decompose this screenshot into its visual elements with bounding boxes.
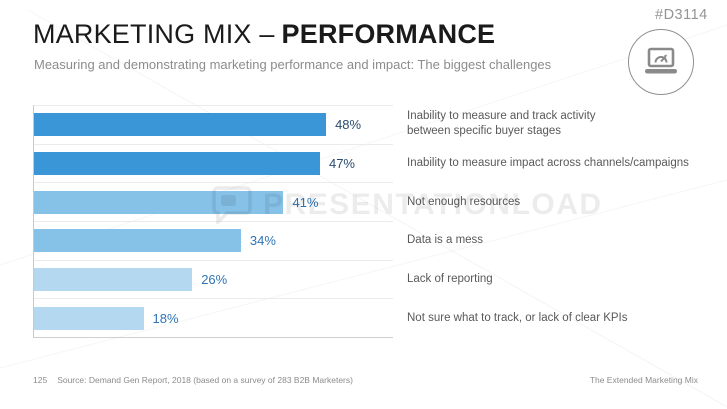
page-title-bold: PERFORMANCE [281,19,496,49]
bar-value-label: 26% [201,272,228,288]
footer-left: 125 Source: Demand Gen Report, 2018 (bas… [33,375,353,385]
page-subtitle: Measuring and demonstrating marketing pe… [34,57,552,72]
bar [34,229,241,253]
bar-row: 34% [34,222,393,261]
chart-labels: Inability to measure and track activity … [407,105,722,338]
bar-row: 41% [34,183,393,223]
page-title: MARKETING MIX – PERFORMANCE [33,19,496,50]
bar-row: 26% [34,261,393,300]
page-title-regular: MARKETING MIX – [33,19,275,49]
bar-row: 18% [34,299,393,337]
bar-value-label: 34% [249,233,276,249]
category-label: Not enough resources [407,195,521,208]
bar [34,306,144,330]
category-label: Inability to measure and track activity … [407,110,596,138]
bar-value-label: 41% [292,194,319,210]
bar [34,190,284,214]
presentation-icon-badge [628,29,694,95]
category-label: Lack of reporting [407,273,493,286]
bar-value-label: 18% [152,310,179,326]
category-label: Data is a mess [407,234,484,247]
bar-row: 47% [34,145,393,184]
laptop-gauge-icon [645,47,677,74]
bar-value-label: 47% [328,156,355,171]
chart-plot: 48% 47% 41% 34% 26% 18% [33,105,393,338]
footer-source: Source: Demand Gen Report, 2018 (based o… [57,375,353,385]
category-label: Not sure what to track, or lack of clear… [407,312,628,325]
bar [34,268,193,292]
category-label: Inability to measure impact across chann… [407,156,689,169]
footer-page-number: 125 [33,375,48,385]
bar-row: 48% [34,106,393,145]
product-code: #D3114 [655,7,708,23]
bar-value-label: 48% [335,117,362,133]
bar [34,152,320,175]
bar [34,113,327,137]
footer-right-text: The Extended Marketing Mix [589,375,698,385]
